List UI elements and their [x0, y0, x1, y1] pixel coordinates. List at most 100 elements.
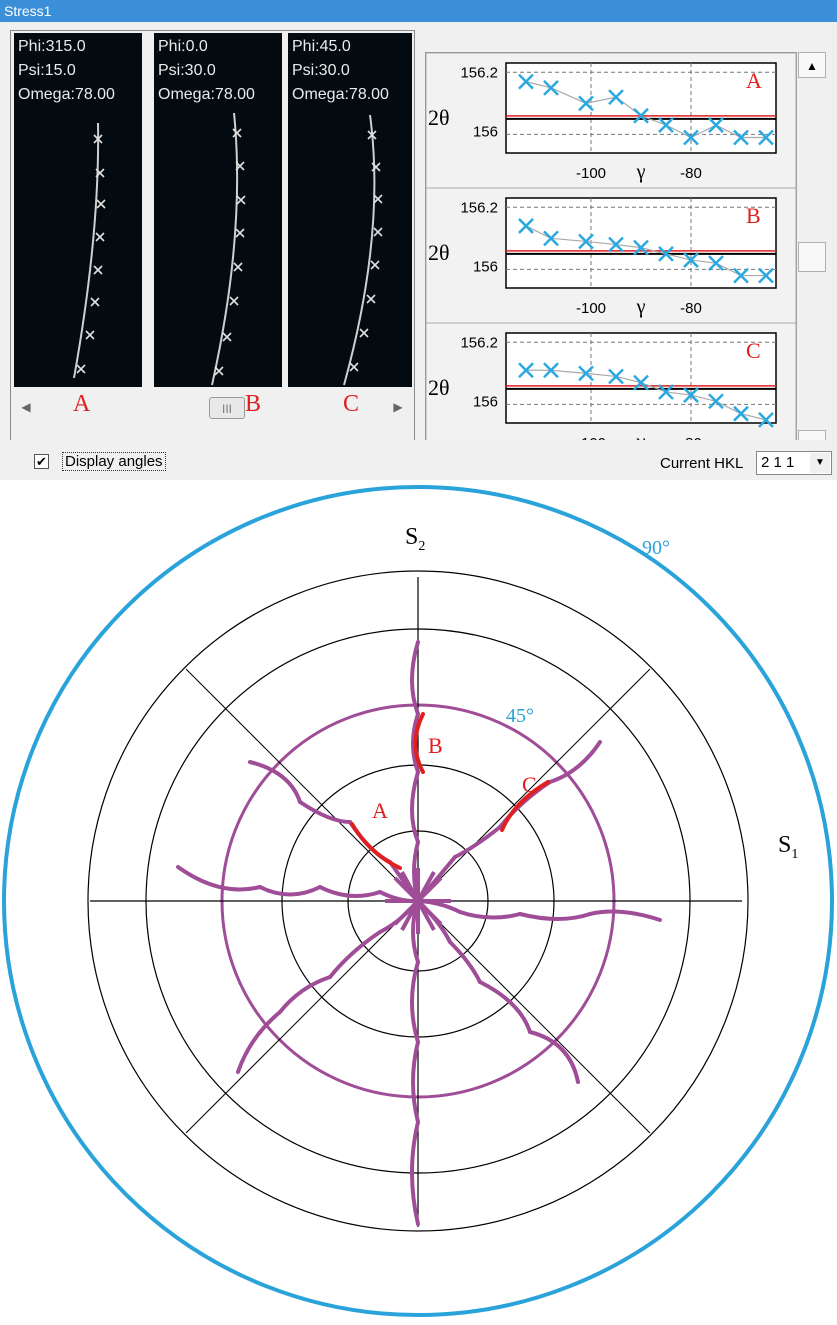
- y-tick-label: 156.2: [460, 334, 498, 351]
- frame-label-c: C: [343, 391, 360, 417]
- outer-ring-90: [2, 485, 834, 1317]
- data-point: [608, 89, 624, 106]
- plot-area: [505, 62, 777, 154]
- frame-strip-b[interactable]: Phi:0.0 Psi:30.0 Omega:78.00: [154, 33, 282, 387]
- data-point: [518, 362, 534, 379]
- diffraction-arc: [73, 122, 106, 379]
- data-point: [633, 374, 649, 391]
- data-point: [658, 117, 674, 133]
- data-point: [543, 230, 559, 247]
- scroll-thumb-vertical[interactable]: [798, 242, 826, 272]
- s1-label: S1: [778, 832, 798, 862]
- data-point: [733, 405, 749, 422]
- display-angles-label[interactable]: Display angles: [62, 452, 166, 471]
- omega-value: Omega:78.00: [158, 86, 255, 103]
- phi-value: Phi:0.0: [158, 38, 208, 55]
- data-point: [658, 384, 674, 400]
- y-axis-label: 2θ: [428, 105, 450, 130]
- data-point: [543, 362, 559, 379]
- scroll-thumb[interactable]: III: [209, 397, 245, 419]
- pole-label-c: C: [522, 772, 537, 797]
- frame-info: Phi:0.0 Psi:30.0 Omega:78.00: [158, 35, 255, 107]
- data-point: [708, 255, 724, 272]
- horizontal-scrollbar[interactable]: ◀ A III B C ▶: [13, 391, 411, 423]
- s2-label: S2: [405, 524, 425, 554]
- display-angles-checkbox[interactable]: ✔: [34, 454, 49, 469]
- phi-value: Phi:45.0: [292, 38, 351, 55]
- angle-label-45: 45°: [506, 705, 534, 727]
- ring: [87, 570, 749, 1232]
- y-tick-label: 156: [473, 123, 498, 140]
- diffraction-arc: [343, 114, 383, 386]
- x-tick-label: -80: [680, 165, 702, 182]
- chevron-down-icon[interactable]: ▼: [810, 453, 830, 473]
- y-axis-label: 2θ: [428, 240, 450, 265]
- pole-figure-diagram: S2 S1 90° 45° A B C: [2, 485, 834, 1317]
- frame-info: Phi:315.0 Psi:15.0 Omega:78.00: [18, 35, 115, 107]
- x-axis-label: γ: [636, 161, 646, 183]
- data-point: [578, 365, 594, 382]
- plot-area: [505, 332, 777, 424]
- current-hkl-value: 2 1 1: [761, 454, 795, 471]
- frame-strip-a[interactable]: Phi:315.0 Psi:15.0 Omega:78.00: [14, 33, 142, 387]
- plot-area: [505, 197, 777, 289]
- two-theta-gamma-charts: 156.2 156 2θ A -100 -80 γ 156.2 156 2θ B -100 -80 γ 15…: [425, 52, 797, 459]
- angle-label-90: 90°: [642, 537, 670, 559]
- data-point: [518, 73, 534, 90]
- plot-label: C: [746, 338, 761, 363]
- data-trend: [525, 225, 766, 277]
- data-point: [758, 412, 774, 428]
- options-bar: ✔ Display angles Current HKL 2 1 1 ▼: [0, 440, 837, 480]
- data-point: [708, 117, 724, 133]
- x-tick-label: -80: [680, 300, 702, 317]
- omega-value: Omega:78.00: [18, 86, 115, 103]
- psi-value: Psi:30.0: [158, 62, 216, 79]
- data-point: [578, 233, 594, 250]
- y-tick-label: 156.2: [460, 199, 498, 216]
- phi-value: Phi:315.0: [18, 38, 86, 55]
- vertical-scrollbar[interactable]: ▲ ▼: [798, 52, 828, 458]
- pole-figure: S2 S1 90° 45° A B C: [0, 482, 837, 1320]
- pole-label-b: B: [428, 733, 443, 758]
- data-point: [683, 252, 699, 268]
- data-point: [683, 387, 699, 403]
- stress-panel: Phi:315.0 Psi:15.0 Omega:78.00 Phi:0.0 P…: [0, 22, 837, 459]
- data-trend: [526, 369, 767, 421]
- data-point: [633, 239, 649, 256]
- data-point: [658, 245, 674, 262]
- y-tick-label: 156.2: [460, 64, 498, 81]
- frame-info: Phi:45.0 Psi:30.0 Omega:78.00: [292, 35, 389, 107]
- two-theta-plots: 156.2 156 2θ A -100 -80 γ 156.2 156 2θ B -100 -80 γ 15…: [425, 52, 797, 459]
- frame-label-b: B: [245, 391, 262, 417]
- frame-strip-c[interactable]: Phi:45.0 Psi:30.0 Omega:78.00: [288, 33, 412, 387]
- plot-label: B: [746, 203, 761, 228]
- window-title: Stress1: [0, 0, 837, 22]
- x-tick-label: -100: [576, 165, 606, 182]
- plot-label: A: [746, 68, 762, 93]
- x-axis-label: γ: [636, 296, 646, 318]
- current-hkl-label: Current HKL: [660, 455, 744, 472]
- psi-value: Psi:15.0: [18, 62, 76, 79]
- psi-value: Psi:30.0: [292, 62, 350, 79]
- data-point: [758, 267, 774, 284]
- data-point: [633, 107, 649, 124]
- frame-strips: Phi:315.0 Psi:15.0 Omega:78.00 Phi:0.0 P…: [10, 30, 415, 458]
- highlighted-arcs: [350, 712, 550, 870]
- data-point: [683, 129, 699, 146]
- y-tick-label: 156: [473, 258, 498, 275]
- frame-label-a: A: [73, 391, 91, 417]
- pole-star: [385, 868, 451, 934]
- data-point: [758, 129, 774, 146]
- data-point: [608, 236, 624, 253]
- data-point: [543, 79, 559, 96]
- current-hkl-select[interactable]: 2 1 1 ▼: [756, 451, 832, 475]
- scroll-right-icon[interactable]: ▶: [393, 400, 403, 414]
- data-point: [608, 368, 624, 385]
- data-point: [578, 95, 594, 112]
- diffraction-arc: [211, 112, 246, 386]
- data-point: [733, 267, 749, 284]
- data-point: [733, 129, 749, 146]
- data-point: [708, 393, 724, 410]
- scroll-up-icon[interactable]: ▲: [798, 52, 826, 78]
- scroll-left-icon[interactable]: ◀: [21, 400, 31, 414]
